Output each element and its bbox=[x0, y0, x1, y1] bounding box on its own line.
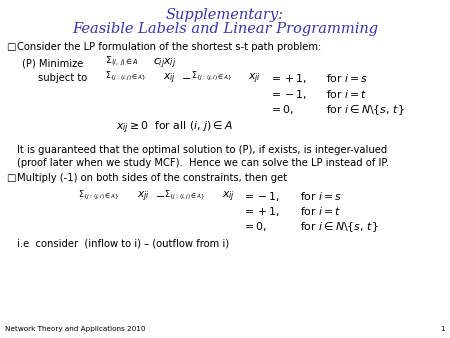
Text: $= +1,$: $= +1,$ bbox=[242, 205, 280, 218]
Text: $= -1,$: $= -1,$ bbox=[269, 88, 307, 101]
Text: $x_{ji}$: $x_{ji}$ bbox=[248, 72, 261, 87]
Text: It is guaranteed that the optimal solution to (P), if exists, is integer-valued: It is guaranteed that the optimal soluti… bbox=[17, 145, 387, 155]
Text: i.e  consider  (inflow to i) – (outflow from i): i.e consider (inflow to i) – (outflow fr… bbox=[17, 238, 229, 248]
Text: $x_{ij} \geq 0$  for all $(i,\, j)\in A$: $x_{ij} \geq 0$ for all $(i,\, j)\in A$ bbox=[116, 120, 233, 137]
Text: Supplementary:: Supplementary: bbox=[166, 8, 284, 22]
Text: subject to: subject to bbox=[38, 73, 87, 83]
Text: $x_{ij}$: $x_{ij}$ bbox=[163, 72, 176, 87]
Text: $-$: $-$ bbox=[155, 190, 165, 200]
Text: 1: 1 bbox=[441, 326, 445, 332]
Text: Consider the LP formulation of the shortest s-t path problem:: Consider the LP formulation of the short… bbox=[17, 42, 321, 52]
Text: $= -1,$: $= -1,$ bbox=[242, 190, 280, 203]
Text: $-$: $-$ bbox=[181, 72, 191, 82]
Text: $\Sigma_{\{j:\,(j,i)\in A\}}$: $\Sigma_{\{j:\,(j,i)\in A\}}$ bbox=[191, 70, 232, 83]
Text: for $i = s$: for $i = s$ bbox=[326, 72, 368, 84]
Text: $c_{ij}x_{ij}$: $c_{ij}x_{ij}$ bbox=[153, 57, 176, 71]
Text: $\Sigma_{\{j:\,(i,j)\in A\}}$: $\Sigma_{\{j:\,(i,j)\in A\}}$ bbox=[164, 189, 205, 202]
Text: (P) Minimize: (P) Minimize bbox=[22, 58, 83, 68]
Text: $\Sigma_{\{j:\,(j,i)\in A\}}$: $\Sigma_{\{j:\,(j,i)\in A\}}$ bbox=[78, 189, 119, 202]
Text: Feasible Labels and Linear Programming: Feasible Labels and Linear Programming bbox=[72, 22, 378, 36]
Text: for $i = t$: for $i = t$ bbox=[326, 88, 367, 100]
Text: $= +1,$: $= +1,$ bbox=[269, 72, 307, 85]
Text: Network Theory and Applications 2010: Network Theory and Applications 2010 bbox=[5, 326, 145, 332]
Text: $= 0,$: $= 0,$ bbox=[269, 103, 294, 116]
Text: $\Sigma_{\{j:\,(i,j)\in A\}}$: $\Sigma_{\{j:\,(i,j)\in A\}}$ bbox=[105, 70, 146, 83]
Text: $\Sigma_{(i,\,j)\in A}$: $\Sigma_{(i,\,j)\in A}$ bbox=[105, 55, 139, 69]
Text: for $i = t$: for $i = t$ bbox=[300, 205, 342, 217]
Text: $= 0,$: $= 0,$ bbox=[242, 220, 267, 233]
Text: (proof later when we study MCF).  Hence we can solve the LP instead of IP.: (proof later when we study MCF). Hence w… bbox=[17, 158, 389, 168]
Text: $x_{ij}$: $x_{ij}$ bbox=[222, 190, 235, 204]
Text: for $i = s$: for $i = s$ bbox=[300, 190, 342, 202]
Text: □: □ bbox=[6, 42, 15, 52]
Text: for $i \in N\backslash\{s,\,t\}$: for $i \in N\backslash\{s,\,t\}$ bbox=[326, 103, 405, 117]
Text: Multiply (-1) on both sides of the constraints, then get: Multiply (-1) on both sides of the const… bbox=[17, 173, 287, 183]
Text: for $i \in N\backslash\{s,\,t\}$: for $i \in N\backslash\{s,\,t\}$ bbox=[300, 220, 379, 234]
Text: □: □ bbox=[6, 173, 15, 183]
Text: $x_{ji}$: $x_{ji}$ bbox=[137, 190, 150, 204]
